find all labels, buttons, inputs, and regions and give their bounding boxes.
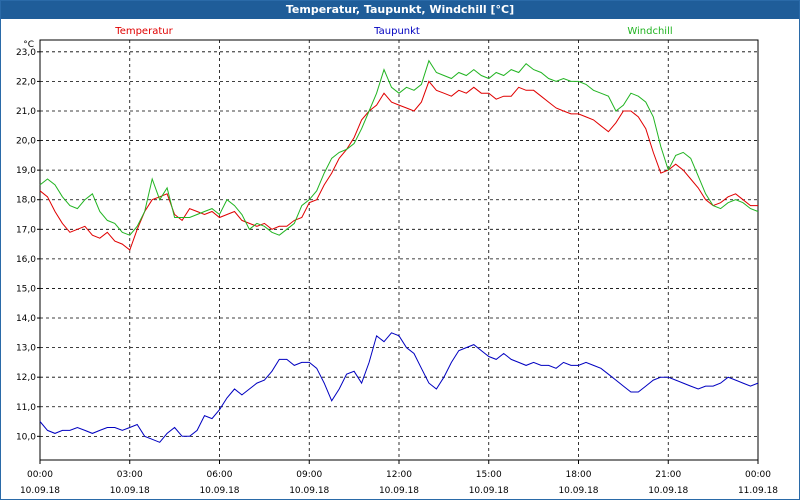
x-tick-date: 10.09.18 [110, 486, 150, 496]
y-tick-label: 23,0 [16, 48, 36, 58]
x-tick-time: 00:00 [27, 470, 53, 480]
y-tick-label: 16,0 [16, 255, 36, 265]
x-tick-time: 03:00 [117, 470, 143, 480]
y-tick-label: 20,0 [16, 137, 36, 147]
x-tick-time: 00:00 [745, 470, 771, 480]
y-tick-label: 22,0 [16, 77, 36, 87]
x-tick-time: 18:00 [566, 470, 592, 480]
y-tick-label: 15,0 [16, 284, 36, 294]
y-axis-unit: °C [23, 40, 34, 50]
y-tick-label: 21,0 [16, 107, 36, 117]
window-title: Temperatur, Taupunkt, Windchill [°C] [1, 1, 799, 19]
x-tick-date: 10.09.18 [379, 486, 419, 496]
series-line-taupunkt [39, 332, 759, 443]
y-tick-label: 18,0 [16, 196, 36, 206]
legend-taupunkt: Taupunkt [373, 26, 420, 37]
gridlines [40, 40, 758, 460]
y-tick-label: 11,0 [16, 403, 36, 413]
x-tick-date: 10.09.18 [558, 486, 598, 496]
legend-temperatur: Temperatur [114, 26, 173, 37]
series-lines [39, 59, 759, 443]
x-tick-time: 15:00 [476, 470, 502, 480]
x-tick-date: 10.09.18 [20, 486, 60, 496]
y-axis: 10,0 11,0 12,0 13,0 14,0 15,0 16,0 17,0 18,0 19,0… [16, 40, 40, 442]
series-line-temperatur [39, 80, 758, 251]
x-tick-date: 11.09.18 [738, 486, 778, 496]
y-tick-label: 14,0 [16, 314, 36, 324]
x-tick-time: 09:00 [296, 470, 322, 480]
x-tick-date: 10.09.18 [199, 486, 239, 496]
y-tick-label: 13,0 [16, 344, 36, 354]
legend-windchill: Windchill [627, 26, 672, 37]
x-axis: 00:00 10.09.18 03:00 10.09.18 06:00 10.09.18 0… [20, 460, 778, 496]
x-tick-time: 21:00 [655, 470, 681, 480]
legend: Temperatur Taupunkt Windchill [114, 26, 672, 37]
y-tick-label: 17,0 [16, 225, 36, 235]
x-tick-time: 12:00 [386, 470, 412, 480]
y-tick-label: 12,0 [16, 373, 36, 383]
series-line-windchill [39, 59, 759, 236]
x-tick-date: 10.09.18 [648, 486, 688, 496]
y-tick-label: 19,0 [16, 166, 36, 176]
x-tick-date: 10.09.18 [469, 486, 509, 496]
x-tick-time: 06:00 [207, 470, 233, 480]
x-tick-date: 10.09.18 [289, 486, 329, 496]
y-tick-label: 10,0 [16, 432, 36, 442]
